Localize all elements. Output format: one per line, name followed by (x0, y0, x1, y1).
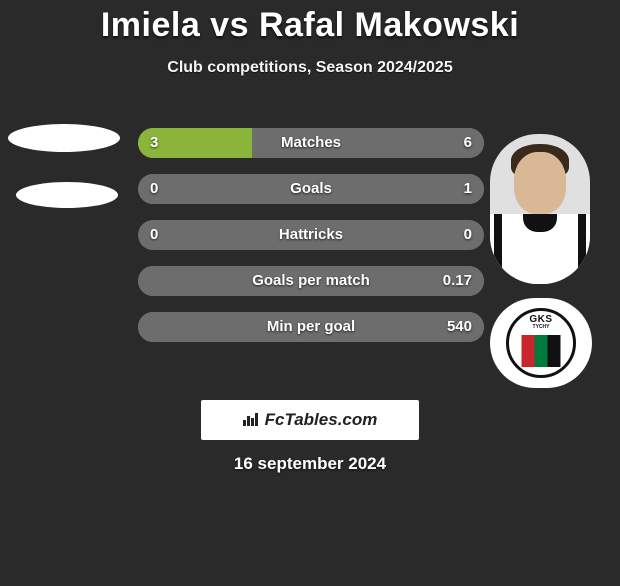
branding-badge: FcTables.com (201, 400, 419, 440)
badge-stripe (522, 335, 535, 367)
player-face (514, 152, 566, 214)
left-club-badge-placeholder (16, 182, 118, 208)
stat-label: Goals per match (138, 266, 484, 296)
right-club-badge: GKS TYCHY (490, 298, 592, 388)
badge-stripe (535, 335, 548, 367)
stat-label: Hattricks (138, 220, 484, 250)
stat-row: 36Matches (138, 128, 484, 158)
subtitle: Club competitions, Season 2024/2025 (0, 59, 620, 77)
left-player-area (8, 124, 120, 238)
stat-row: 540Min per goal (138, 312, 484, 342)
stat-row: 0.17Goals per match (138, 266, 484, 296)
stat-label: Goals (138, 174, 484, 204)
left-player-avatar-placeholder (8, 124, 120, 152)
stat-label: Min per goal (138, 312, 484, 342)
chart-icon (243, 412, 259, 429)
right-player-avatar (490, 134, 590, 284)
stat-label: Matches (138, 128, 484, 158)
date-text: 16 september 2024 (0, 454, 620, 474)
page-title: Imiela vs Rafal Makowski (0, 6, 620, 45)
badge-stripe (548, 335, 561, 367)
stat-row: 01Goals (138, 174, 484, 204)
club-badge-stripes (522, 335, 561, 367)
branding-text: FcTables.com (265, 410, 378, 430)
club-badge-text-bottom: TYCHY (533, 324, 550, 330)
stats-comparison-bars: 36Matches 01Goals 00Hattricks 0.17Goals per… (138, 128, 484, 358)
right-player-area: GKS TYCHY (490, 134, 600, 388)
stat-row: 00Hattricks (138, 220, 484, 250)
